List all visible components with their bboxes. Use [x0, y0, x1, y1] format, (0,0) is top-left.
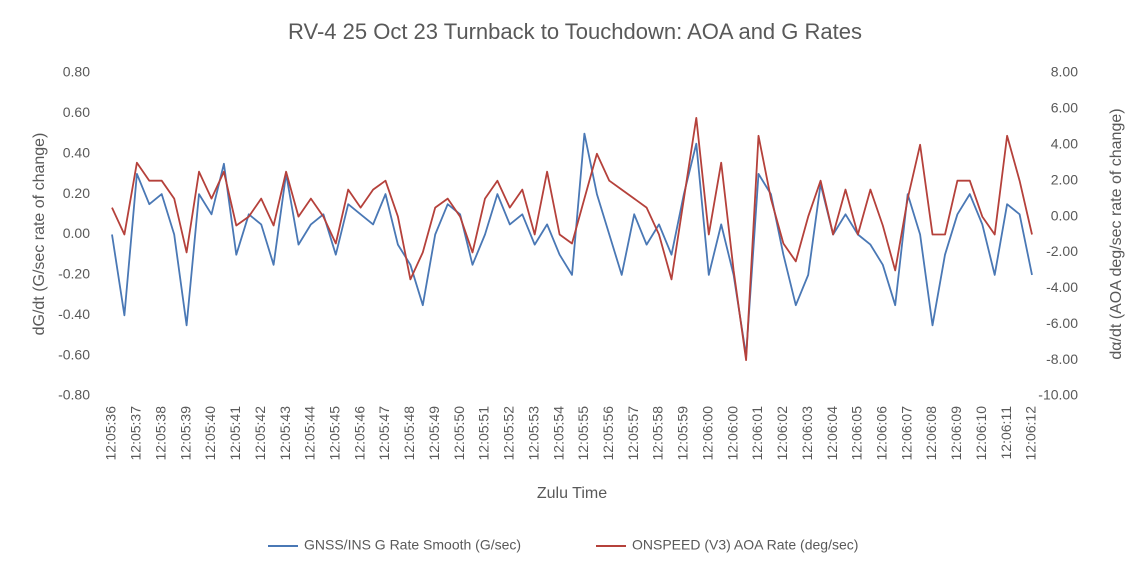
legend-label: ONSPEED (V3) AOA Rate (deg/sec)	[632, 537, 858, 553]
y2-tick-label: -4.00	[1046, 279, 1078, 295]
y2-tick-label: 2.00	[1051, 171, 1078, 187]
x-tick-label: 12:05:59	[675, 406, 691, 461]
chart-title: RV-4 25 Oct 23 Turnback to Touchdown: AO…	[288, 19, 862, 44]
x-tick-label: 12:05:43	[277, 406, 293, 461]
y-tick-label: -0.40	[58, 306, 90, 322]
y-tick-label: 0.40	[63, 144, 90, 160]
y2-axis-title: dα/dt (AOA deg/sec rate of change)	[1108, 108, 1125, 359]
x-tick-label: 12:05:49	[426, 406, 442, 461]
y2-tick-label: -2.00	[1046, 243, 1078, 259]
y-tick-label: -0.20	[58, 266, 90, 282]
y2-tick-label: 4.00	[1051, 135, 1078, 151]
y-tick-label: -0.80	[58, 387, 90, 403]
y2-tick-label: -10.00	[1038, 387, 1078, 403]
x-tick-label: 12:06:09	[948, 406, 964, 461]
x-tick-label: 12:05:55	[575, 406, 591, 461]
x-tick-label: 12:05:52	[501, 406, 517, 461]
x-tick-label: 12:05:46	[351, 406, 367, 461]
x-tick-label: 12:06:03	[799, 406, 815, 461]
x-tick-label: 12:05:38	[152, 406, 168, 461]
x-tick-label: 12:06:02	[774, 406, 790, 461]
x-tick-label: 12:05:58	[650, 406, 666, 461]
x-tick-label: 12:05:57	[625, 406, 641, 461]
y2-tick-label: -8.00	[1046, 351, 1078, 367]
y2-tick-label: -6.00	[1046, 315, 1078, 331]
y2-tick-label: 0.00	[1051, 207, 1078, 223]
x-tick-label: 12:05:47	[376, 406, 392, 461]
line-series	[111, 117, 1033, 361]
x-tick-label: 12:05:41	[227, 406, 243, 461]
x-tick-label: 12:06:12	[1023, 406, 1039, 461]
line-series	[111, 132, 1033, 357]
y2-tick-label: 6.00	[1051, 100, 1078, 116]
x-tick-label: 12:06:00	[724, 406, 740, 461]
x-tick-label: 12:05:44	[302, 406, 318, 461]
y2-tick-label: 8.00	[1051, 64, 1078, 80]
x-tick-label: 12:05:40	[202, 406, 218, 461]
legend-label: GNSS/INS G Rate Smooth (G/sec)	[304, 537, 521, 553]
x-tick-label: 12:05:54	[550, 406, 566, 461]
x-tick-label: 12:06:11	[998, 406, 1014, 460]
y-tick-label: 0.00	[63, 225, 90, 241]
y-tick-label: 0.60	[63, 104, 90, 120]
x-tick-label: 12:05:53	[525, 406, 541, 461]
x-tick-label: 12:05:51	[476, 406, 492, 461]
x-tick-label: 12:05:42	[252, 406, 268, 461]
x-tick-label: 12:05:50	[451, 406, 467, 461]
x-axis-title: Zulu Time	[537, 485, 607, 502]
x-tick-label: 12:06:07	[898, 406, 914, 461]
x-tick-label: 12:06:10	[973, 406, 989, 461]
x-tick-label: 12:06:08	[923, 406, 939, 461]
x-tick-label: 12:05:37	[128, 406, 144, 461]
x-tick-label: 12:06:05	[849, 406, 865, 461]
x-tick-label: 12:05:56	[600, 406, 616, 461]
x-tick-label: 12:05:48	[401, 406, 417, 461]
x-tick-label: 12:06:04	[824, 406, 840, 461]
x-tick-label: 12:05:45	[326, 406, 342, 461]
y-tick-label: 0.80	[63, 64, 90, 80]
x-tick-label: 12:06:00	[699, 406, 715, 461]
y-axis-title: dG/dt (G/sec rate of change)	[31, 133, 48, 336]
y-tick-label: 0.20	[63, 185, 90, 201]
x-tick-label: 12:05:36	[103, 406, 119, 461]
x-tick-label: 12:06:06	[874, 406, 890, 461]
x-tick-label: 12:06:01	[749, 406, 765, 461]
x-tick-label: 12:05:39	[177, 406, 193, 461]
y-tick-label: -0.60	[58, 346, 90, 362]
